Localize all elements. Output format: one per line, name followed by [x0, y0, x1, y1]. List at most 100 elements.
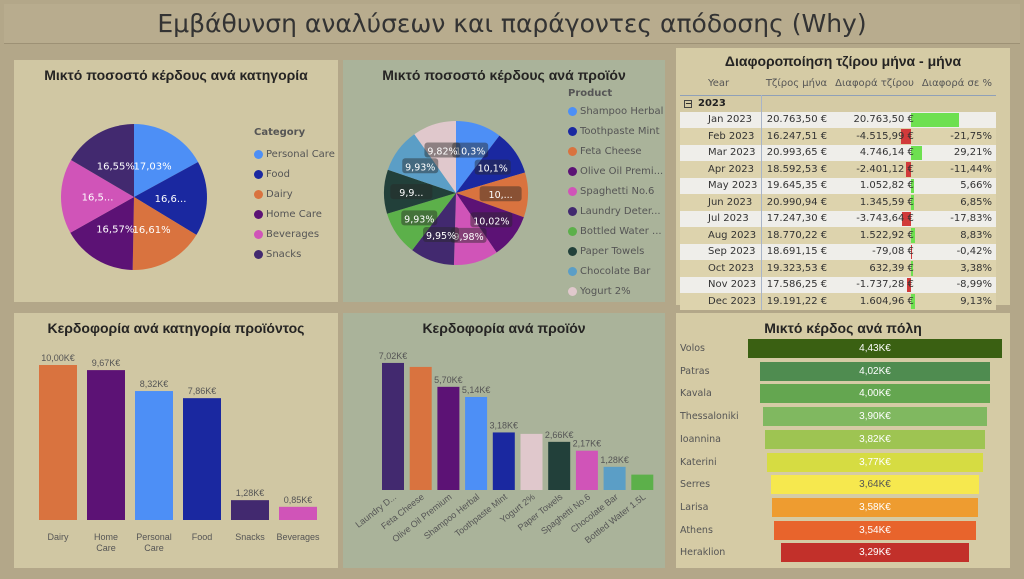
- legend-label: Bottled Water ...: [580, 225, 662, 237]
- table-row[interactable]: Mar 2023 20.993,65 € 4.746,14 € 29,21%: [680, 144, 996, 161]
- revenue-cell: 16.247,51 €: [761, 128, 832, 145]
- legend-item[interactable]: Spaghetti No.6: [568, 181, 663, 201]
- category-profit-panel: Κερδοφορία ανά κατηγορία προϊόντος 10,00…: [14, 313, 338, 568]
- table-row[interactable]: Sep 2023 18.691,15 € -79,08 € -0,42%: [680, 243, 996, 260]
- diff-value: 1.052,82 €: [859, 180, 914, 192]
- table-row[interactable]: Jun 2023 20.990,94 € 1.345,59 € 6,85%: [680, 194, 996, 211]
- legend-label: Laundry Deter...: [580, 205, 661, 217]
- data-label: 16,55%: [97, 161, 135, 172]
- pie-slice: [412, 193, 456, 265]
- bar: [548, 441, 571, 490]
- funnel-bar[interactable]: 4,02K€: [759, 361, 991, 381]
- table-row[interactable]: Feb 2023 16.247,51 € -4.515,99 € -21,75%: [680, 128, 996, 145]
- legend-item[interactable]: Home Care: [254, 204, 335, 224]
- legend-item[interactable]: Personal Care: [254, 144, 335, 164]
- bar: [382, 362, 404, 490]
- diff-databar: [911, 145, 923, 160]
- data-label: 10,02%: [473, 216, 509, 227]
- legend-item[interactable]: Snacks: [254, 244, 335, 264]
- diff-databar: [905, 162, 912, 177]
- bar-value-label: 0,85K€: [284, 495, 313, 505]
- x-axis-label: Beverages: [276, 532, 320, 542]
- table-row[interactable]: Apr 2023 18.592,53 € -2.401,12 € -11,44%: [680, 161, 996, 178]
- table-row[interactable]: Nov 2023 17.586,25 € -1.737,28 € -8,99%: [680, 276, 996, 293]
- diff-cell: 20.763,50 €: [831, 112, 960, 129]
- revenue-cell: 17.247,30 €: [761, 210, 832, 227]
- legend-item[interactable]: Dairy: [254, 184, 335, 204]
- pie-product-panel: Μικτό ποσοστό κέρδους ανά προϊόν 10,3% 10…: [343, 60, 665, 302]
- legend-dot-icon: [568, 226, 577, 236]
- page-title: Εμβάθυνση αναλύσεων και παράγοντες απόδο…: [4, 4, 1020, 44]
- legend-item[interactable]: Paper Towels: [568, 241, 663, 261]
- pct-cell: -0,42%: [956, 246, 992, 258]
- diff-value: -1.737,28 €: [856, 279, 914, 291]
- pie-slice: [456, 172, 528, 218]
- data-label: 10,...: [489, 190, 513, 201]
- legend-dot-icon: [254, 249, 263, 259]
- diff-value: 4.746,14 €: [859, 147, 914, 159]
- data-label: 10,3%: [455, 147, 485, 158]
- city-label: Heraklion: [680, 547, 726, 559]
- table-row[interactable]: May 2023 19.645,35 € 1.052,82 € 5,66%: [680, 177, 996, 194]
- city-label: Katerini: [680, 456, 717, 468]
- legend-item[interactable]: Toothpaste Mint: [568, 121, 663, 141]
- col-header-pct[interactable]: Διαφορά σε %: [921, 78, 992, 90]
- diff-value: -79,08 €: [872, 246, 914, 258]
- diff-databar: [911, 112, 960, 127]
- legend-label: Yogurt 2%: [580, 285, 631, 297]
- legend-item[interactable]: Bottled Water ...: [568, 221, 663, 241]
- pct-cell: 5,66%: [960, 180, 992, 192]
- x-axis-label: Food: [192, 532, 213, 542]
- funnel-bar[interactable]: 3,77K€: [766, 452, 984, 472]
- legend-item[interactable]: Beverages: [254, 224, 335, 244]
- data-label-bg: [424, 142, 461, 158]
- data-label: 16,6...: [155, 194, 187, 205]
- funnel-bar[interactable]: 4,00K€: [760, 384, 990, 404]
- group-year: 2023: [698, 98, 726, 109]
- funnel-bar[interactable]: 3,54K€: [773, 520, 977, 540]
- data-label: 16,61%: [133, 225, 171, 236]
- bar-value-label: 10,00K€: [41, 353, 75, 363]
- funnel-bar[interactable]: 3,90K€: [763, 407, 987, 427]
- col-header-revenue[interactable]: Τζίρος μήνα: [765, 78, 828, 90]
- legend-dot-icon: [254, 229, 263, 239]
- month-cell: Jul 2023: [708, 213, 749, 225]
- diff-databar: [911, 294, 915, 309]
- col-header-year[interactable]: Year: [708, 78, 730, 90]
- legend-item[interactable]: Yogurt 2%: [568, 281, 663, 301]
- pie-slice: [387, 134, 456, 193]
- col-header-diff[interactable]: Διαφορά τζίρου: [835, 78, 914, 90]
- legend-dot-icon: [254, 209, 263, 219]
- month-cell: Jun 2023: [708, 196, 753, 208]
- legend-item[interactable]: Chocolate Bar: [568, 261, 663, 281]
- city-label: Volos: [680, 343, 705, 354]
- diff-value: 20.763,50 €: [853, 114, 914, 126]
- data-label: 9,95%: [426, 231, 456, 242]
- legend-item[interactable]: Olive Oil Premi...: [568, 161, 663, 181]
- diff-value: 1.345,59 €: [859, 196, 914, 208]
- table-row[interactable]: Jul 2023 17.247,30 € -3.743,64 € -17,83%: [680, 210, 996, 227]
- legend-label: Spaghetti No.6: [580, 185, 655, 197]
- data-label: 16,5...: [82, 193, 114, 204]
- collapse-icon[interactable]: −: [684, 99, 692, 108]
- table-row[interactable]: Aug 2023 18.770,22 € 1.522,92 € 8,83%: [680, 227, 996, 244]
- table-row[interactable]: Oct 2023 19.323,53 € 632,39 € 3,38%: [680, 260, 996, 277]
- table-row[interactable]: Jan 2023 20.763,50 € 20.763,50 €: [680, 111, 996, 129]
- funnel-bar[interactable]: 3,82K€: [765, 429, 985, 449]
- data-label: 9,93%: [405, 162, 435, 173]
- legend-item[interactable]: Feta Cheese: [568, 141, 663, 161]
- funnel-bar[interactable]: 3,58K€: [772, 497, 978, 517]
- x-axis-label: Care: [144, 543, 164, 553]
- legend-dot-icon: [568, 126, 577, 136]
- funnel-bar[interactable]: 4,43K€: [748, 339, 1002, 358]
- funnel-bar[interactable]: 3,29K€: [780, 543, 970, 563]
- funnel-bar[interactable]: 3,64K€: [770, 475, 980, 495]
- legend-item[interactable]: Laundry Deter...: [568, 201, 663, 221]
- legend-item[interactable]: Shampoo Herbal: [568, 101, 663, 121]
- legend-dot-icon: [568, 266, 577, 276]
- bar: [135, 391, 173, 520]
- legend-item[interactable]: Food: [254, 164, 335, 184]
- table-row[interactable]: Dec 2023 19.191,22 € 1.604,96 € 9,13%: [680, 293, 996, 310]
- legend-label: Home Care: [266, 208, 322, 220]
- legend-label: Paper Towels: [580, 245, 645, 257]
